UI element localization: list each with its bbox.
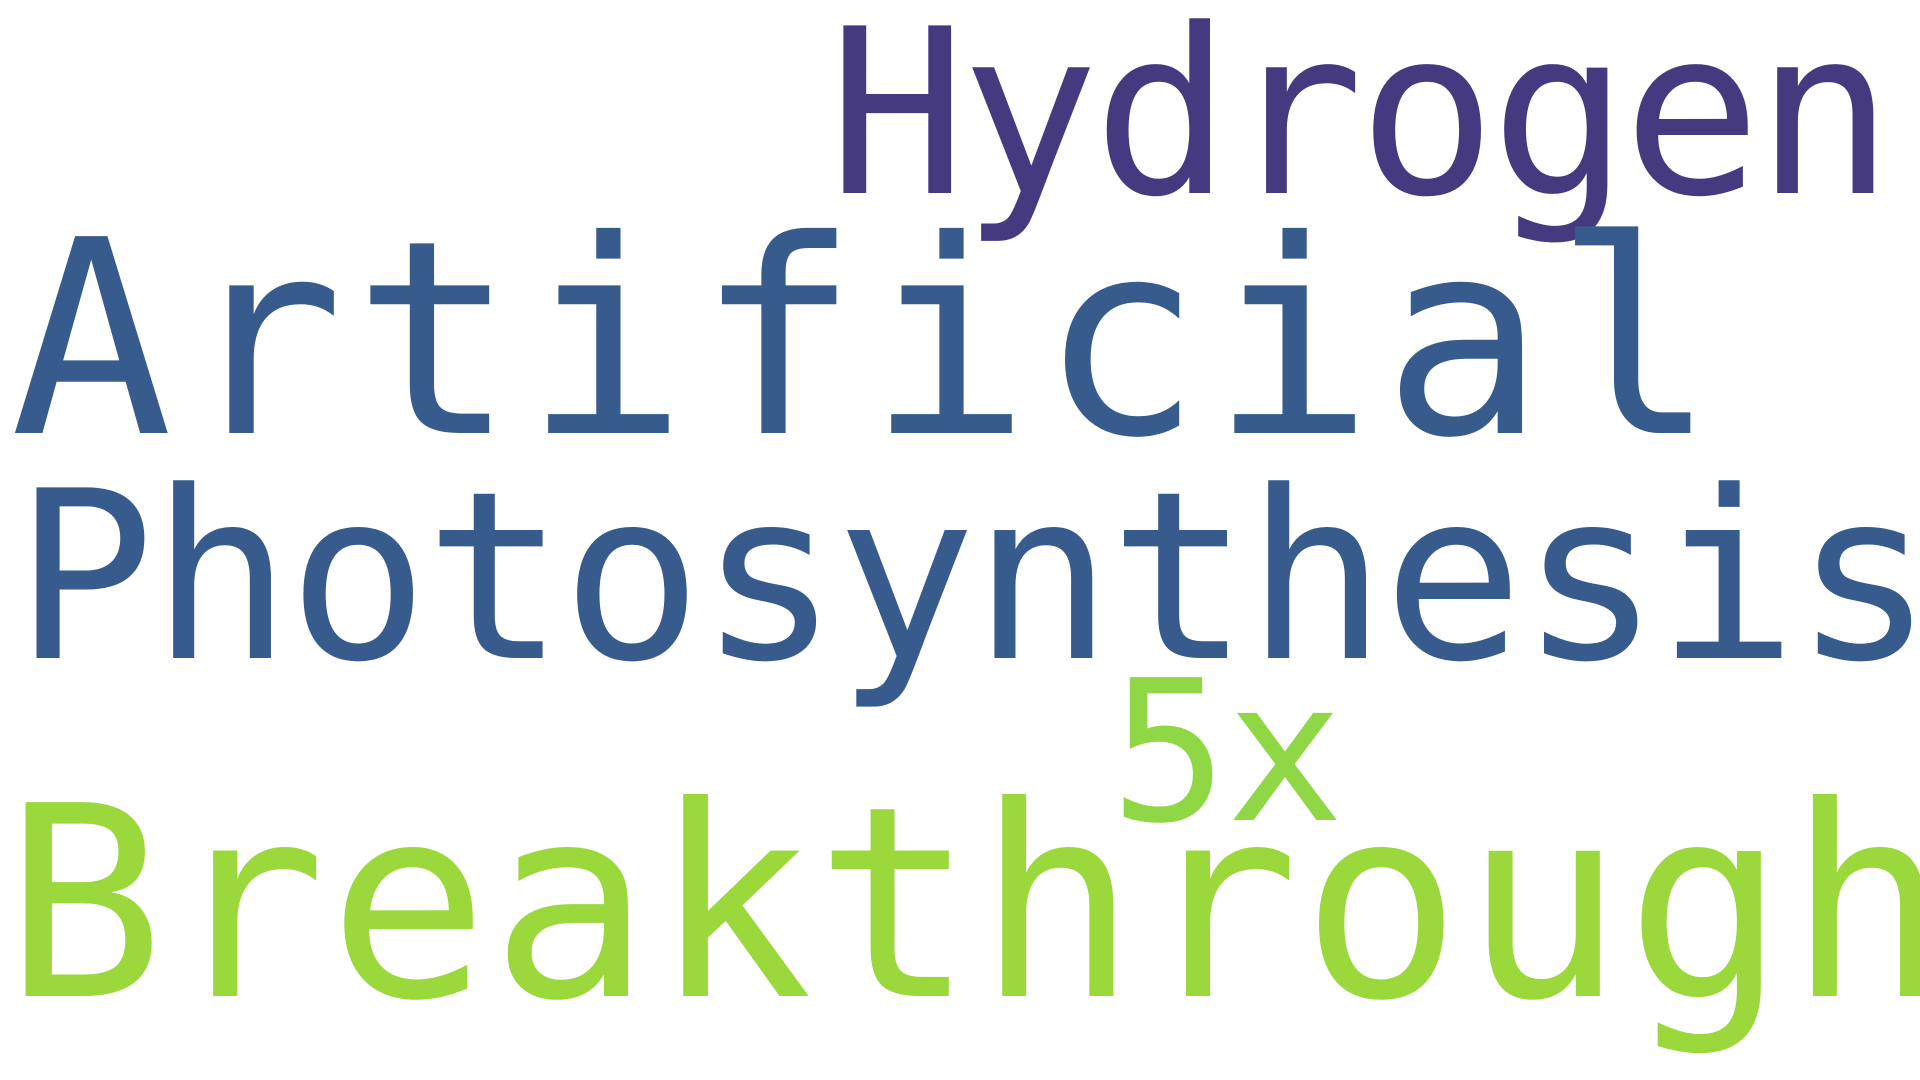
word-artificial: Artificial (10, 182, 1726, 497)
word-breakthrough: Breakthrough (4, 749, 1920, 1059)
word-hydrogen: Hydrogen (828, 0, 1894, 248)
word-5x: 5x (1110, 639, 1344, 867)
word-photosynthesis: Photosynthesis (14, 442, 1920, 714)
